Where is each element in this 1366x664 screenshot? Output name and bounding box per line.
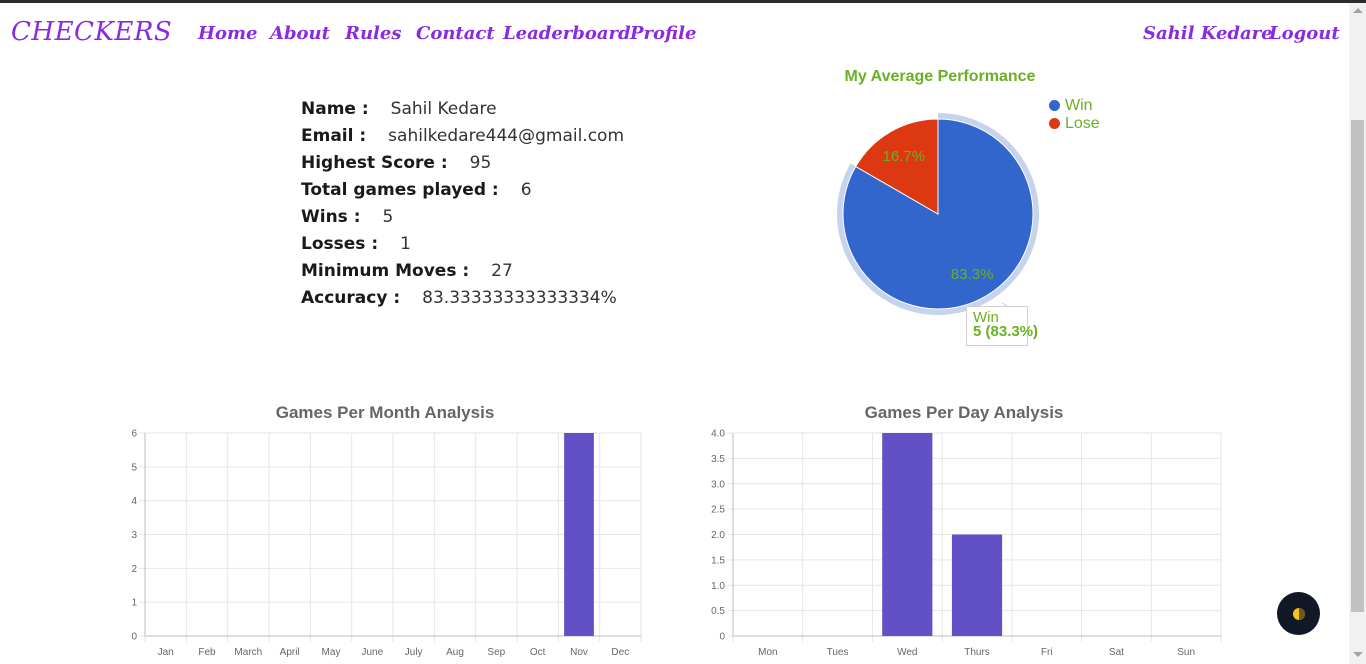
profile-row-losses: Losses : 1 bbox=[301, 232, 624, 259]
scroll-up-arrow-icon[interactable] bbox=[1353, 8, 1363, 13]
profile-key: Name : bbox=[301, 99, 369, 119]
scroll-down-arrow-icon[interactable] bbox=[1353, 652, 1363, 657]
profile-value: 5 bbox=[382, 207, 394, 227]
pie-legend: Win Lose bbox=[1049, 97, 1100, 133]
day-chart-title: Games Per Day Analysis bbox=[864, 403, 1064, 422]
x-tick-label: Wed bbox=[897, 647, 917, 658]
pie-label-lose: 16.7% bbox=[883, 148, 926, 165]
performance-pie-chart[interactable]: 83.3% 16.7% bbox=[790, 90, 1090, 350]
nav-user-name[interactable]: Sahil Kedare bbox=[1143, 23, 1273, 44]
bar-nov bbox=[564, 433, 594, 636]
profile-key: Highest Score : bbox=[301, 153, 448, 173]
nav-contact[interactable]: Contact bbox=[416, 23, 495, 44]
x-tick-label: Oct bbox=[530, 647, 546, 658]
legend-swatch-lose bbox=[1049, 118, 1060, 129]
y-tick-label: 2.0 bbox=[711, 530, 725, 541]
x-tick-label: Sun bbox=[1177, 647, 1195, 658]
profile-key: Wins : bbox=[301, 207, 361, 227]
x-tick-label: Fri bbox=[1041, 647, 1053, 658]
nav-rules[interactable]: Rules bbox=[345, 23, 402, 44]
y-tick-label: 0 bbox=[131, 632, 137, 643]
y-tick-label: 6 bbox=[131, 429, 137, 440]
profile-key: Accuracy : bbox=[301, 288, 401, 308]
x-tick-label: Thurs bbox=[964, 647, 990, 658]
nav-profile[interactable]: Profile bbox=[630, 23, 697, 44]
month-chart-title: Games Per Month Analysis bbox=[275, 403, 495, 422]
profile-row-email: Email : sahilkedare444@gmail.com bbox=[301, 124, 624, 151]
x-tick-label: Mon bbox=[758, 647, 777, 658]
y-tick-label: 5 bbox=[131, 462, 137, 473]
pie-label-win: 83.3% bbox=[951, 266, 994, 283]
profile-value: 1 bbox=[400, 234, 411, 254]
y-tick-label: 3.0 bbox=[711, 479, 725, 490]
y-tick-label: 0 bbox=[719, 632, 725, 643]
profile-row-accuracy: Accuracy : 83.33333333333334% bbox=[301, 286, 624, 313]
x-tick-label: March bbox=[234, 647, 262, 658]
nav-about[interactable]: About bbox=[270, 23, 330, 44]
profile-value: 6 bbox=[520, 180, 532, 200]
y-tick-label: 3 bbox=[131, 530, 137, 541]
profile-row-total-games: Total games played : 6 bbox=[301, 178, 624, 205]
profile-row-min-moves: Minimum Moves : 27 bbox=[301, 259, 624, 286]
profile-value: Sahil Kedare bbox=[390, 99, 497, 119]
legend-item-lose[interactable]: Lose bbox=[1049, 115, 1100, 133]
legend-swatch-win bbox=[1049, 100, 1060, 111]
tooltip-label: Win bbox=[973, 309, 999, 326]
nav-logout[interactable]: Logout bbox=[1269, 23, 1340, 44]
y-tick-label: 4.0 bbox=[711, 429, 725, 440]
x-tick-label: June bbox=[361, 647, 383, 658]
x-tick-label: Feb bbox=[198, 647, 216, 658]
games-per-day-chart: 0 0.5 1.0 1.5 2.0 2.5 3.0 3.5 4.0 Mon Tues Wed Thurs… bbox=[711, 429, 1222, 658]
x-tick-label: Sat bbox=[1109, 647, 1124, 658]
y-tick-label: 0.5 bbox=[711, 606, 725, 617]
nav-leaderboard[interactable]: Leaderboard bbox=[503, 23, 631, 44]
y-tick-label: 2.5 bbox=[711, 505, 725, 516]
y-tick-label: 2 bbox=[131, 564, 137, 575]
y-tick-label: 4 bbox=[131, 496, 137, 507]
nav-home[interactable]: Home bbox=[198, 23, 258, 44]
y-tick-label: 3.5 bbox=[711, 454, 725, 465]
profile-row-wins: Wins : 5 bbox=[301, 205, 624, 232]
bar-wed bbox=[882, 433, 933, 636]
x-tick-label: April bbox=[280, 647, 300, 658]
profile-key: Total games played : bbox=[301, 180, 499, 200]
profile-value: 95 bbox=[469, 153, 492, 173]
pie-chart-title: My Average Performance bbox=[844, 68, 1036, 85]
profile-details: Name : Sahil Kedare Email : sahilkedare444… bbox=[301, 97, 624, 313]
tooltip-value: 5 (83.3%) bbox=[973, 323, 1039, 340]
y-tick-label: 1 bbox=[131, 598, 137, 609]
profile-key: Email : bbox=[301, 126, 367, 146]
profile-value: sahilkedare444@gmail.com bbox=[388, 126, 625, 146]
window-top-border bbox=[0, 0, 1366, 3]
legend-item-win[interactable]: Win bbox=[1049, 97, 1100, 115]
x-tick-label: Nov bbox=[570, 647, 588, 658]
x-tick-label: Tues bbox=[827, 647, 849, 658]
profile-value: 27 bbox=[491, 261, 513, 281]
x-tick-label: May bbox=[322, 647, 341, 658]
brand-logo[interactable]: CHECKERS bbox=[11, 17, 173, 47]
profile-value: 83.33333333333334% bbox=[422, 288, 617, 308]
x-tick-label: Dec bbox=[611, 647, 629, 658]
x-tick-label: Sep bbox=[487, 647, 505, 658]
theme-toggle-icon bbox=[1292, 607, 1305, 620]
profile-row-highest-score: Highest Score : 95 bbox=[301, 151, 624, 178]
legend-label-win: Win bbox=[1065, 97, 1093, 114]
pie-tooltip: Win 5 (83.3%) bbox=[966, 306, 1038, 346]
pie-slice-lose bbox=[855, 118, 939, 215]
x-tick-label: Aug bbox=[446, 647, 464, 658]
x-tick-label: Jan bbox=[158, 647, 174, 658]
navbar: CHECKERS Home About Rules Contact Leader… bbox=[0, 3, 1349, 65]
bar-thurs bbox=[951, 534, 1003, 636]
y-tick-label: 1.5 bbox=[711, 555, 725, 566]
legend-label-lose: Lose bbox=[1065, 115, 1100, 132]
y-tick-label: 1.0 bbox=[711, 581, 725, 592]
profile-key: Losses : bbox=[301, 234, 379, 254]
x-tick-label: July bbox=[405, 647, 423, 658]
games-per-month-chart: 0 1 2 3 4 5 6 Jan Feb March April May June July Aug Sep… bbox=[131, 429, 642, 658]
scrollbar-thumb[interactable] bbox=[1351, 120, 1364, 612]
theme-toggle-button[interactable] bbox=[1277, 592, 1320, 635]
profile-key: Minimum Moves : bbox=[301, 261, 470, 281]
profile-row-name: Name : Sahil Kedare bbox=[301, 97, 624, 124]
